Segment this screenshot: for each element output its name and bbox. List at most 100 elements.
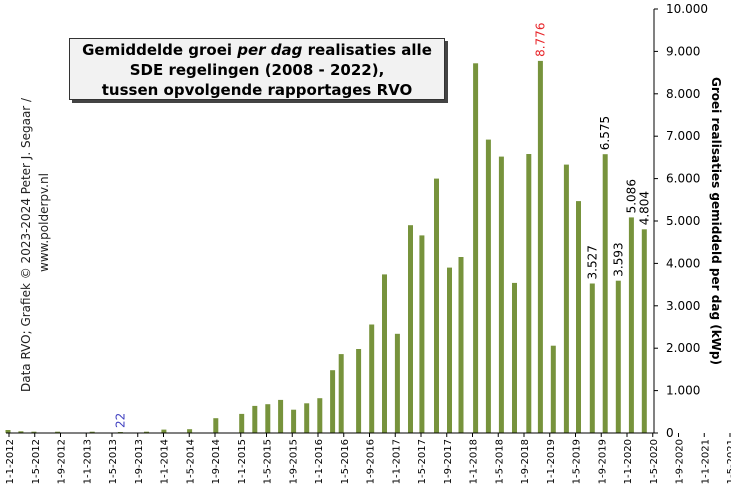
bar-27 <box>458 257 464 433</box>
x-tick-label-27: 1-1-2021 <box>700 439 711 484</box>
x-tick-label-10: 1-5-2015 <box>263 439 274 484</box>
credit-line-1: Data RVO; Grafiek © 2023-2024 Peter J. S… <box>19 97 33 392</box>
y-tick-label-7: 7.000 <box>666 129 700 143</box>
data-label-33: 8.776 <box>533 23 547 57</box>
bar-7 <box>161 429 167 433</box>
data-label-37: 3.527 <box>585 245 599 279</box>
bar-15 <box>304 403 310 433</box>
bar-39 <box>615 280 621 433</box>
x-tick-label-2: 1-9-2012 <box>57 439 68 484</box>
data-label-41: 4.804 <box>637 191 651 225</box>
bar-2 <box>31 431 37 433</box>
bar-17 <box>330 370 336 433</box>
y-tick-label-1: 1.000 <box>666 384 700 398</box>
x-tick-label-15: 1-1-2017 <box>391 439 402 484</box>
bar-38 <box>602 154 608 433</box>
x-tick-label-5: 1-9-2013 <box>134 439 145 484</box>
x-tick-label-20: 1-9-2018 <box>520 439 531 484</box>
bar-6 <box>144 431 149 433</box>
x-tick-label-23: 1-9-2019 <box>597 439 608 484</box>
y-tick-label-6: 6.000 <box>666 172 700 186</box>
credit-line-2: www.polderpv.nl <box>37 173 51 272</box>
bar-11 <box>252 405 258 433</box>
chart-title-box: Gemiddelde groei per dag realisaties all… <box>69 38 445 100</box>
y-tick-label-10: 10.000 <box>666 2 708 16</box>
x-tick-label-3: 1-1-2013 <box>82 439 93 484</box>
title-text-part-1: Gemiddelde groei <box>82 41 238 59</box>
data-label-40: 5.086 <box>624 179 638 213</box>
bar-1 <box>18 431 24 433</box>
bars-group <box>5 60 647 434</box>
bar-10 <box>239 413 245 433</box>
bar-19 <box>356 349 362 433</box>
bar-33 <box>537 60 543 434</box>
bar-8 <box>187 429 193 433</box>
y-axis-label: Groei realisaties gemiddeld per dag (kWp… <box>709 77 723 365</box>
x-tick-label-6: 1-1-2014 <box>160 439 171 484</box>
x-tick-label-26: 1-9-2020 <box>675 439 686 484</box>
bar-32 <box>526 154 532 433</box>
x-tick-label-14: 1-9-2016 <box>366 439 377 484</box>
bar-13 <box>278 399 284 433</box>
x-tick-label-11: 1-9-2015 <box>288 439 299 484</box>
bar-41 <box>641 229 647 433</box>
bar-9 <box>213 418 219 433</box>
bar-14 <box>291 409 297 433</box>
data-label-39: 3.593 <box>611 242 625 276</box>
x-tick-label-4: 1-5-2013 <box>108 439 119 484</box>
y-tick-label-9: 9.000 <box>666 44 700 58</box>
x-tick-label-16: 1-5-2017 <box>417 439 428 484</box>
bar-21 <box>382 274 387 433</box>
y-ticks-group: 0 1.000 2.000 3.000 4.000 5.000 6.000 7.000 8.00… <box>654 2 708 440</box>
bar-35 <box>563 164 569 433</box>
chart-title-line-2: SDE regelingen (2008 - 2022), <box>129 61 385 79</box>
x-tick-label-8: 1-9-2014 <box>211 439 222 484</box>
x-tick-label-22: 1-5-2019 <box>572 439 583 484</box>
y-tick-label-2: 2.000 <box>666 341 700 355</box>
x-tick-label-7: 1-5-2014 <box>185 439 196 484</box>
bar-22 <box>394 333 400 433</box>
bar-18 <box>338 354 344 433</box>
title-text-italic: per dag <box>237 41 303 59</box>
x-tick-label-21: 1-1-2019 <box>546 439 557 484</box>
y-tick-label-3: 3.000 <box>666 299 700 313</box>
bar-12 <box>265 404 271 433</box>
y-tick-label-4: 4.000 <box>666 256 700 270</box>
bar-0 <box>5 430 11 433</box>
bar-16 <box>317 398 323 433</box>
x-ticks-group: 1-1-2012 1-5-2012 1-9-2012 1-1-2013 1-5-2013… <box>5 433 731 484</box>
bar-31 <box>512 282 517 433</box>
bar-37 <box>589 283 595 433</box>
title-text-part-3: realisaties alle <box>302 41 432 59</box>
bar-4 <box>89 431 95 433</box>
x-tick-label-28: 1-5-2021 <box>726 439 731 484</box>
bar-20 <box>369 324 375 433</box>
bar-40 <box>628 217 634 433</box>
bar-25 <box>434 178 439 433</box>
bar-3 <box>55 431 61 433</box>
bar-23 <box>408 225 413 433</box>
x-tick-label-13: 1-5-2016 <box>340 439 351 484</box>
chart-title-line-1: Gemiddelde groei per dag realisaties all… <box>70 40 444 60</box>
bar-34 <box>550 345 556 433</box>
y-tick-label-0: 0 <box>666 426 674 440</box>
data-label-38: 6.575 <box>598 116 612 150</box>
x-tick-label-19: 1-5-2018 <box>494 439 505 484</box>
bar-29 <box>485 139 491 433</box>
x-tick-label-0: 1-1-2012 <box>5 439 16 484</box>
bar-26 <box>447 267 452 433</box>
bar-30 <box>498 156 504 433</box>
chart-title-line-3: tussen opvolgende rapportages RVO <box>101 81 413 99</box>
x-tick-label-9: 1-1-2015 <box>237 439 248 484</box>
x-tick-label-12: 1-1-2016 <box>314 439 325 484</box>
bar-36 <box>576 201 581 433</box>
x-tick-label-17: 1-9-2017 <box>443 439 454 484</box>
bar-24 <box>419 235 425 433</box>
y-tick-label-8: 8.000 <box>666 87 700 101</box>
x-tick-label-25: 1-5-2020 <box>649 439 660 484</box>
data-label-5: 22 <box>113 413 127 428</box>
bar-28 <box>473 63 479 434</box>
x-tick-label-1: 1-5-2012 <box>31 439 42 484</box>
